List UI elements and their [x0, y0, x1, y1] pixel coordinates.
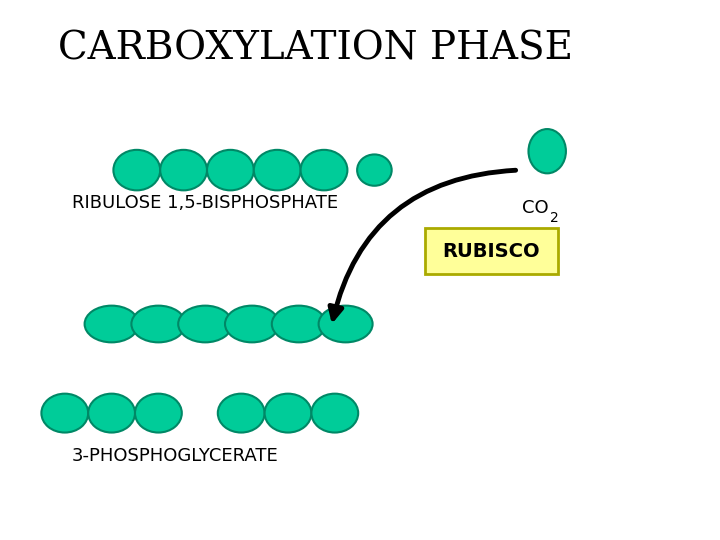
Ellipse shape [312, 394, 359, 433]
Text: CARBOXYLATION PHASE: CARBOXYLATION PHASE [58, 30, 572, 67]
Ellipse shape [114, 150, 161, 190]
Text: 2: 2 [550, 211, 559, 225]
Ellipse shape [318, 306, 373, 342]
FancyBboxPatch shape [425, 228, 558, 274]
Ellipse shape [85, 306, 138, 342]
Ellipse shape [207, 150, 254, 190]
Ellipse shape [179, 306, 232, 342]
Ellipse shape [135, 394, 181, 433]
Ellipse shape [88, 394, 135, 433]
Text: CO: CO [522, 199, 549, 217]
Ellipse shape [265, 394, 311, 433]
Ellipse shape [41, 394, 89, 433]
Ellipse shape [301, 150, 348, 190]
Ellipse shape [253, 150, 301, 190]
Ellipse shape [160, 150, 207, 190]
Text: RUBISCO: RUBISCO [443, 241, 540, 261]
Text: RIBULOSE 1,5-BISPHOSPHATE: RIBULOSE 1,5-BISPHOSPHATE [72, 193, 338, 212]
Ellipse shape [272, 306, 325, 342]
Text: 3-PHOSPHOGLYCERATE: 3-PHOSPHOGLYCERATE [72, 447, 279, 465]
Ellipse shape [217, 394, 265, 433]
Ellipse shape [357, 154, 392, 186]
Ellipse shape [528, 129, 566, 173]
FancyArrowPatch shape [330, 170, 516, 319]
Ellipse shape [225, 306, 279, 342]
Ellipse shape [132, 306, 186, 342]
